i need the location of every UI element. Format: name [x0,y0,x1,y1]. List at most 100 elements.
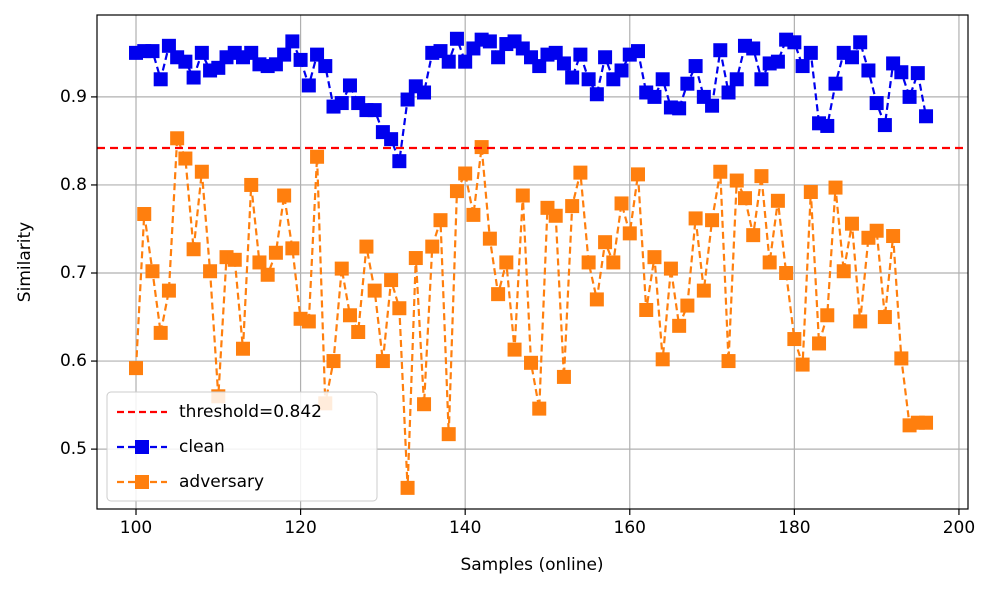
marker [293,52,308,67]
marker [614,196,629,211]
marker [153,325,168,340]
marker [721,354,736,369]
marker [129,361,144,376]
y-tick-label: 0.6 [60,351,87,371]
marker [746,228,761,243]
marker [820,308,835,323]
y-tick-label: 0.9 [60,87,87,107]
legend: threshold=0.842 clean adversary [106,391,378,502]
marker [663,261,678,276]
marker [260,267,275,282]
marker [244,45,259,60]
marker [762,255,777,270]
marker [581,255,596,270]
marker [910,66,925,81]
legend-label: threshold=0.842 [179,402,322,422]
marker [919,415,934,430]
marker [178,151,193,166]
marker [853,314,868,329]
marker [853,35,868,50]
marker [713,43,728,58]
marker [877,118,892,133]
marker [812,336,827,351]
marker [688,211,703,226]
marker [836,264,851,279]
marker [787,332,802,347]
marker [713,164,728,179]
marker [844,50,859,65]
marker [803,45,818,60]
marker [655,352,670,367]
marker [285,241,300,256]
marker [548,208,563,223]
marker [137,207,152,222]
marker [614,63,629,78]
marker [186,242,201,257]
marker [334,261,349,276]
marker [746,41,761,56]
x-tick-label: 120 [284,518,316,538]
marker [820,118,835,133]
marker [417,397,432,412]
marker [902,89,917,104]
marker [507,342,522,357]
marker [589,292,604,307]
marker [466,207,481,222]
marker [886,229,901,244]
marker [828,180,843,195]
marker [433,44,448,59]
marker [573,165,588,180]
marker [919,109,934,124]
plot-frame [96,14,969,510]
marker [342,78,357,93]
marker [285,34,300,49]
marker [186,70,201,85]
marker [375,354,390,369]
marker [721,85,736,100]
x-tick-label: 200 [943,518,975,538]
marker [795,59,810,74]
marker [894,351,909,366]
marker [301,314,316,329]
marker [680,298,695,313]
marker [277,188,292,203]
marker [631,167,646,182]
y-axis-label: Similarity [15,222,35,302]
marker [178,54,193,69]
marker [342,308,357,323]
marker [779,266,794,281]
marker [737,191,752,206]
marker [310,149,325,164]
marker [573,47,588,62]
legend-marker [135,440,149,454]
marker [194,45,209,60]
marker [244,177,259,192]
marker [828,76,843,91]
marker [326,354,341,369]
marker [211,60,226,75]
marker [235,341,250,356]
marker [268,245,283,260]
y-tick-label: 0.7 [60,263,87,283]
marker [482,231,497,246]
marker [770,193,785,208]
marker [449,31,464,46]
marker [795,357,810,372]
marker [203,264,218,279]
marker [598,50,613,65]
marker [170,131,185,146]
marker [153,72,168,87]
marker [672,318,687,333]
marker [392,154,407,169]
marker [688,59,703,74]
marker [449,184,464,199]
marker [310,47,325,62]
marker [581,72,596,87]
marker [441,54,456,69]
marker [384,273,399,288]
marker [705,213,720,228]
marker [754,72,769,87]
marker [598,235,613,250]
marker [252,255,267,270]
